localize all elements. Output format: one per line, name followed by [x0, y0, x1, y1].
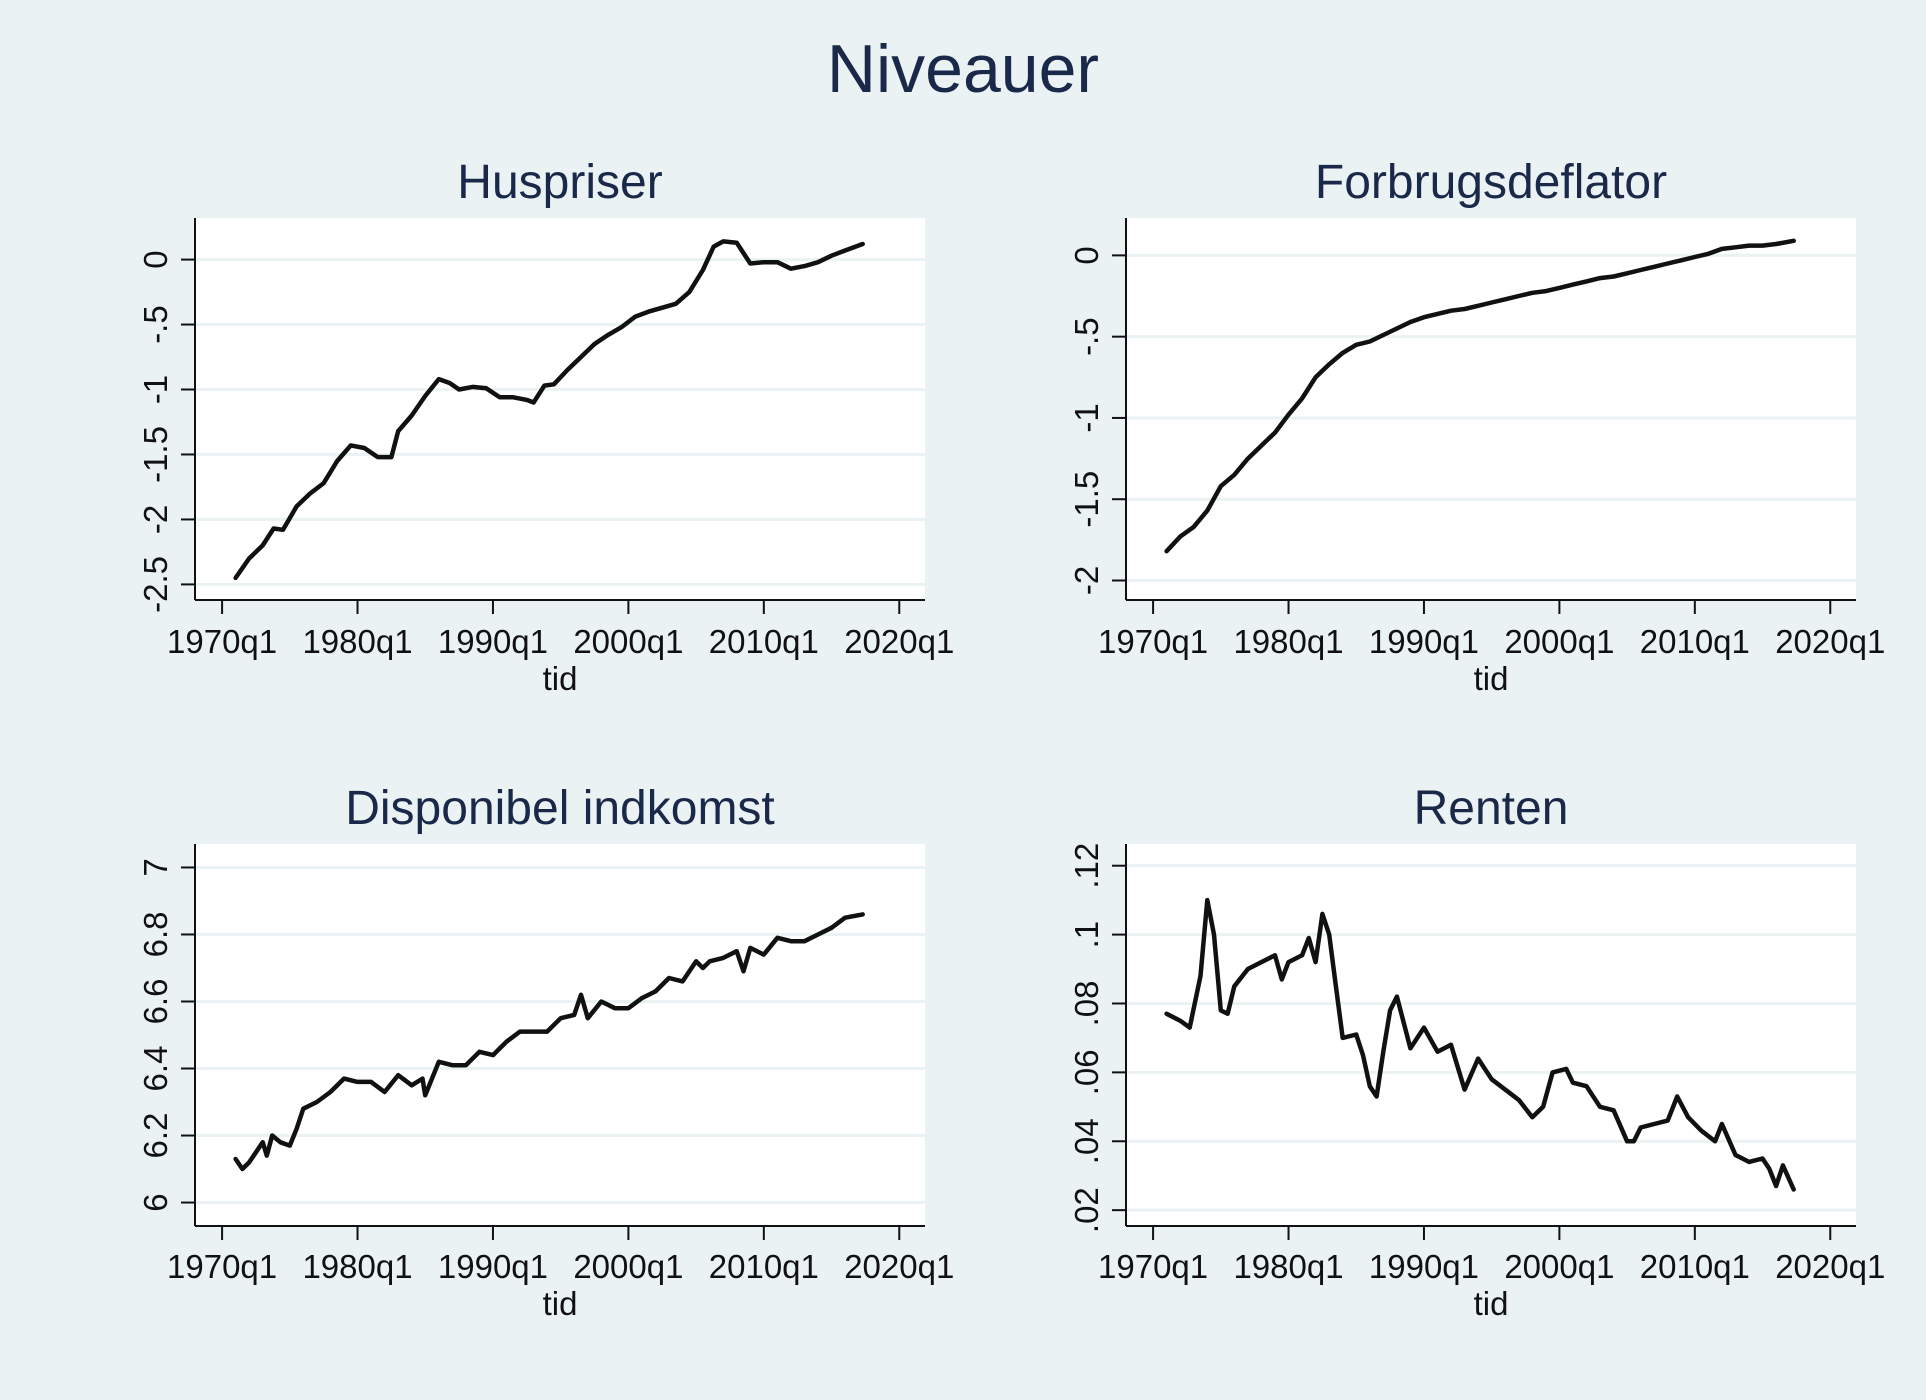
y-tick-label: -2 — [1068, 566, 1105, 595]
x-tick-label: 1990q1 — [438, 623, 548, 660]
y-tick-label: -1.5 — [1068, 471, 1105, 528]
panel-title: Forbrugsdeflator — [1315, 156, 1667, 209]
x-tick-label: 2020q1 — [1775, 623, 1885, 660]
x-tick-label: 1990q1 — [438, 1248, 548, 1285]
y-tick-label: -1.5 — [137, 426, 174, 483]
panel-title: Disponibel indkomst — [345, 782, 775, 835]
x-tick-label: 1980q1 — [1233, 1248, 1343, 1285]
x-axis-label: tid — [1474, 1285, 1509, 1322]
y-tick-label: .1 — [1068, 921, 1105, 949]
y-tick-label: .12 — [1068, 843, 1105, 889]
x-tick-label: 1970q1 — [1098, 1248, 1208, 1285]
y-tick-label: .06 — [1068, 1049, 1105, 1095]
series-line — [233, 912, 865, 1172]
x-tick-label: 2010q1 — [709, 1248, 819, 1285]
y-tick-label: .02 — [1068, 1187, 1105, 1233]
x-tick-label: 2020q1 — [844, 623, 954, 660]
x-tick-label: 2020q1 — [844, 1248, 954, 1285]
x-tick-label: 1980q1 — [302, 623, 412, 660]
chart-panel-3: 6 6.2 6.4 6.6 6.8 7 1970q1 1980q1 1990q1 2000q1 20… — [137, 782, 954, 1322]
x-tick-label: 1980q1 — [1233, 623, 1343, 660]
x-tick-label: 2020q1 — [1775, 1248, 1885, 1285]
y-tick-label: 0 — [1068, 246, 1105, 264]
series-line — [233, 239, 865, 581]
y-tick-label: 6.8 — [137, 912, 174, 958]
plot-area — [1126, 844, 1856, 1226]
panel-title: Renten — [1414, 782, 1569, 835]
x-tick-label: 2000q1 — [573, 623, 683, 660]
x-axis-label: tid — [1474, 660, 1509, 697]
chart-panel-1: -2.5 -2 -1.5 -1 -.5 0 1970q1 1980q1 1990q1 2000q1… — [137, 156, 954, 697]
x-tick-label: 2000q1 — [1504, 1248, 1614, 1285]
y-tick-label: -2 — [137, 505, 174, 534]
panel-title: Huspriser — [457, 156, 662, 209]
y-tick-label: .04 — [1068, 1118, 1105, 1164]
x-tick-label: 2000q1 — [1504, 623, 1614, 660]
y-tick-label: -1 — [137, 375, 174, 404]
x-axis-label: tid — [543, 1285, 578, 1322]
y-tick-label: .08 — [1068, 981, 1105, 1027]
y-tick-label: 6.6 — [137, 979, 174, 1025]
y-tick-label: -.5 — [137, 305, 174, 344]
y-tick-label: 7 — [137, 858, 174, 876]
y-tick-label: 6.2 — [137, 1113, 174, 1159]
series-line — [1164, 897, 1796, 1192]
y-tick-label: 6.4 — [137, 1046, 174, 1092]
y-tick-label: 0 — [137, 250, 174, 268]
x-tick-label: 2000q1 — [573, 1248, 683, 1285]
plot-area — [195, 218, 925, 600]
chart-panel-2: -2 -1.5 -1 -.5 0 1970q1 1980q1 1990q1 2000q1 2010… — [1068, 156, 1885, 697]
x-tick-label: 1970q1 — [167, 623, 277, 660]
x-tick-label: 1990q1 — [1369, 623, 1479, 660]
x-tick-label: 1980q1 — [302, 1248, 412, 1285]
x-tick-label: 1970q1 — [1098, 623, 1208, 660]
y-tick-label: -1 — [1068, 403, 1105, 432]
plot-area — [195, 844, 925, 1226]
chart-panel-4: .02 .04 .06 .08 .1 .12 1970q1 1980q1 1990q1 2000q… — [1068, 782, 1885, 1322]
page-title: Niveauer — [826, 31, 1100, 107]
x-tick-label: 2010q1 — [709, 623, 819, 660]
y-tick-label: -.5 — [1068, 317, 1105, 356]
series-line — [1164, 238, 1796, 554]
x-tick-label: 2010q1 — [1640, 1248, 1750, 1285]
plot-area — [1126, 218, 1856, 600]
x-tick-label: 1970q1 — [167, 1248, 277, 1285]
y-tick-label: 6 — [137, 1193, 174, 1211]
x-tick-label: 2010q1 — [1640, 623, 1750, 660]
x-tick-label: 1990q1 — [1369, 1248, 1479, 1285]
x-axis-label: tid — [543, 660, 578, 697]
y-tick-label: -2.5 — [137, 556, 174, 613]
